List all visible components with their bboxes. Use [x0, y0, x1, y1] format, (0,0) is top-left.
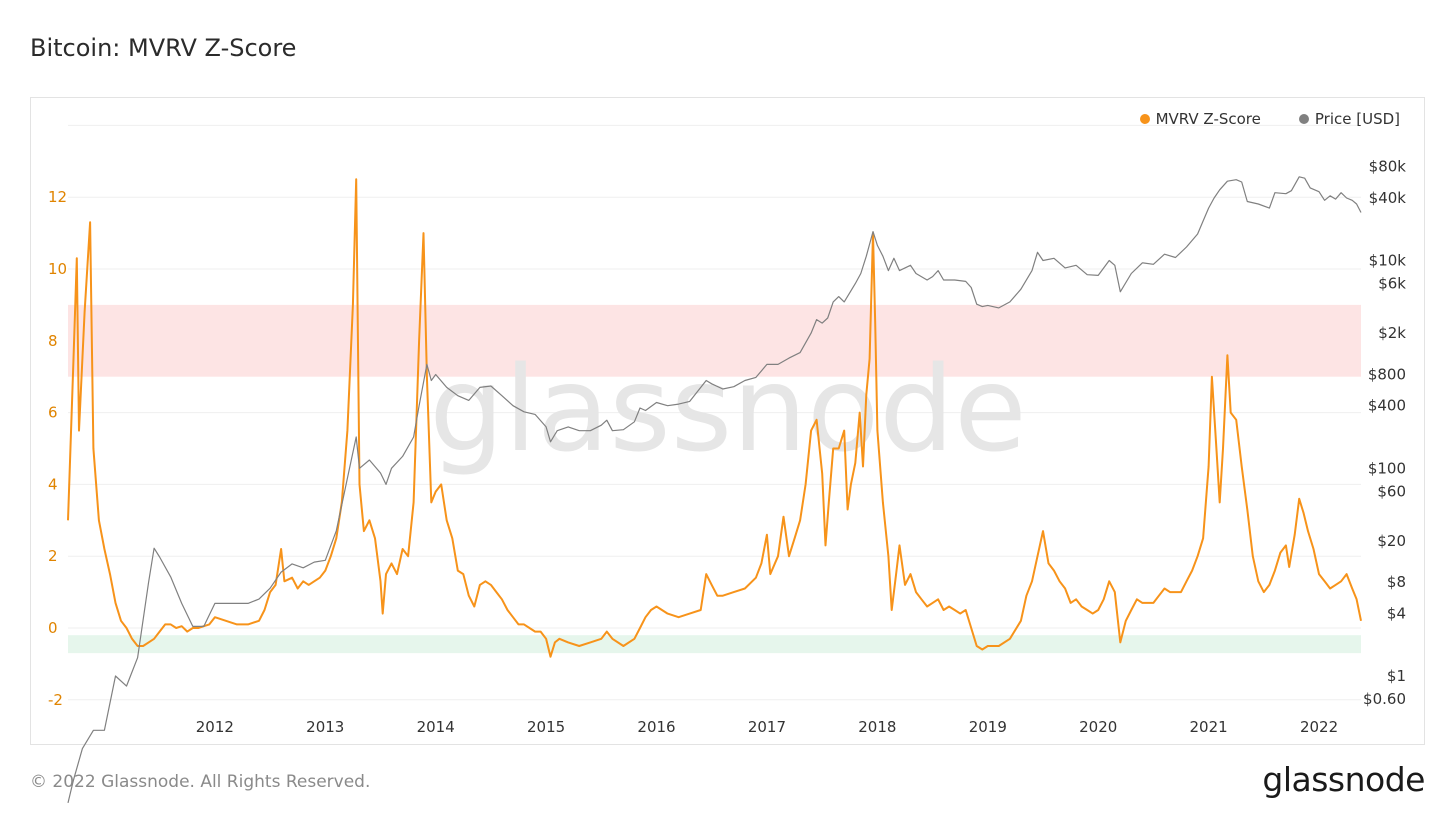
chart-panel — [30, 97, 1425, 745]
y-left-tick-label: 6 — [48, 404, 58, 422]
y-left-tick-label: 0 — [48, 619, 58, 637]
copyright-footer: © 2022 Glassnode. All Rights Reserved. — [30, 772, 371, 792]
y-right-tick-label: $800 — [1368, 365, 1406, 383]
x-tick-label: 2018 — [858, 718, 896, 736]
y-left-tick-label: 2 — [48, 547, 58, 565]
legend-label-mvrv: MVRV Z-Score — [1155, 110, 1261, 128]
y-right-tick-label: $1 — [1387, 667, 1406, 685]
green-zone-band — [68, 635, 1361, 654]
x-tick-label: 2019 — [969, 718, 1007, 736]
y-right-tick-label: $40k — [1369, 189, 1407, 207]
y-left-tick-label: 4 — [48, 475, 58, 493]
x-tick-label: 2014 — [417, 718, 455, 736]
y-right-tick-label: $400 — [1368, 397, 1406, 415]
legend-item-price[interactable]: Price [USD] — [1298, 110, 1400, 128]
y-right-tick-label: $10k — [1369, 252, 1407, 270]
y-left-tick-label: -2 — [48, 691, 63, 709]
y-right-tick-label: $20 — [1377, 532, 1406, 550]
x-tick-label: 2012 — [196, 718, 234, 736]
y-right-tick-label: $0.60 — [1363, 690, 1406, 708]
mvrv-dot-icon — [1139, 114, 1150, 124]
legend-label-price: Price [USD] — [1314, 110, 1400, 128]
x-tick-label: 2013 — [306, 718, 344, 736]
price-dot-icon — [1298, 114, 1309, 124]
x-tick-label: 2015 — [527, 718, 565, 736]
legend-item-mvrv[interactable]: MVRV Z-Score — [1139, 110, 1261, 128]
y-left-tick-label: 12 — [48, 188, 67, 206]
x-tick-label: 2021 — [1190, 718, 1228, 736]
glassnode-logo: glassnode — [1262, 760, 1425, 799]
price-line — [67, 176, 1362, 804]
y-right-tick-label: $8 — [1387, 573, 1406, 591]
y-left-tick-label: 10 — [48, 260, 67, 278]
axes: -2 0 2 4 6 8 10 12 $0.60 $1 $4 $8 $20 $60 $100 $400 $800… — [48, 158, 1406, 736]
series-lines — [67, 176, 1362, 804]
y-right-tick-label: $80k — [1369, 158, 1407, 176]
x-tick-label: 2017 — [748, 718, 786, 736]
y-right-tick-label: $6k — [1378, 275, 1406, 293]
y-left-tick-label: 8 — [48, 332, 58, 350]
x-tick-label: 2016 — [637, 718, 675, 736]
watermark: glassnode — [429, 340, 1026, 478]
y-right-tick-label: $2k — [1378, 324, 1406, 342]
y-right-tick-label: $4 — [1387, 604, 1406, 622]
mvrv-zscore-line — [67, 178, 1362, 658]
zone-bands — [68, 304, 1361, 654]
x-tick-label: 2022 — [1300, 718, 1338, 736]
red-zone-band — [68, 304, 1361, 377]
y-right-tick-label: $60 — [1377, 482, 1406, 500]
legend: MVRV Z-Score Price [USD] — [1139, 110, 1400, 128]
y-right-tick-label: $100 — [1368, 459, 1406, 477]
chart-title: Bitcoin: MVRV Z-Score — [30, 34, 297, 62]
x-tick-label: 2020 — [1079, 718, 1117, 736]
